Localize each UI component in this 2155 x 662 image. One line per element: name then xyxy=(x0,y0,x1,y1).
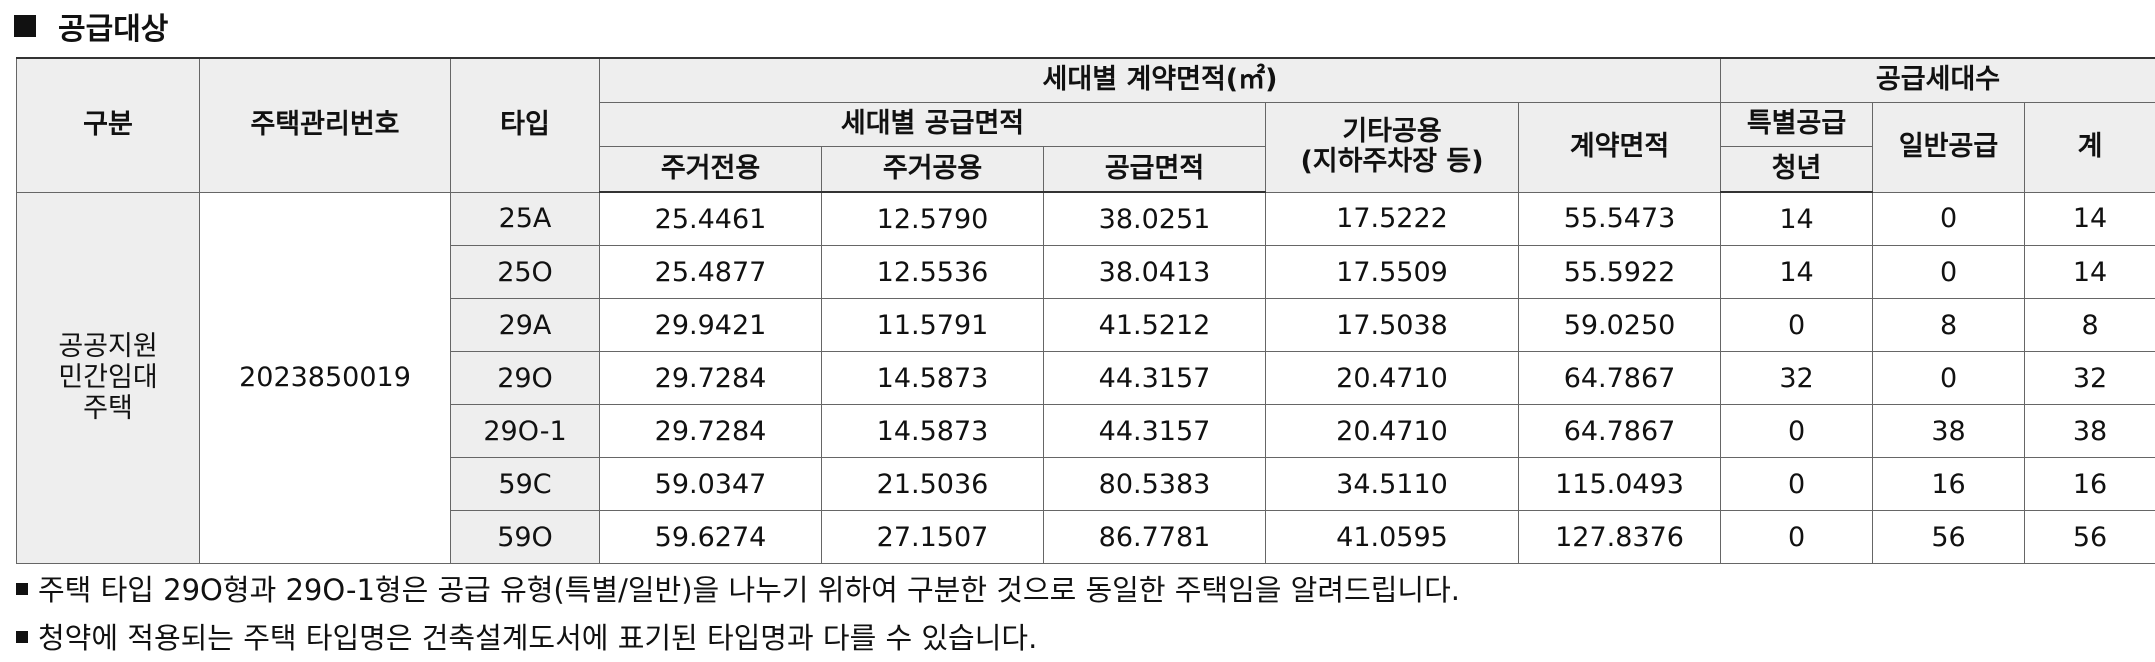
supply-cell: 41.5212 xyxy=(1044,299,1266,352)
header-total: 계 xyxy=(2025,102,2155,192)
note-text: 주택 타입 29O형과 29O-1형은 공급 유형(특별/일반)을 나누기 위하… xyxy=(38,573,1460,607)
general-cell: 16 xyxy=(1873,458,2025,511)
exclusive-cell: 29.7284 xyxy=(600,405,822,458)
type-cell: 59C xyxy=(451,458,600,511)
contract-cell: 55.5473 xyxy=(1519,192,1721,246)
type-cell: 29O-1 xyxy=(451,405,600,458)
total-cell: 14 xyxy=(2025,246,2155,299)
category-line3: 주택 xyxy=(17,393,199,424)
contract-cell: 59.0250 xyxy=(1519,299,1721,352)
section-title: 공급대상 xyxy=(14,4,168,48)
total-cell: 14 xyxy=(2025,192,2155,246)
other-common-cell: 34.5110 xyxy=(1266,458,1519,511)
note-item: 주택 타입 29O형과 29O-1형은 공급 유형(특별/일반)을 나누기 위하… xyxy=(16,566,1460,614)
exclusive-cell: 29.7284 xyxy=(600,352,822,405)
table-body: 공공지원 민간임대 주택 2023850019 25A 25.4461 12.5… xyxy=(17,192,2155,564)
common-cell: 11.5791 xyxy=(822,299,1044,352)
header-common-residential: 주거공용 xyxy=(822,146,1044,192)
square-bullet-icon xyxy=(14,15,36,37)
header-households-group: 공급세대수 xyxy=(1721,58,2155,102)
youth-cell: 32 xyxy=(1721,352,1873,405)
supply-cell: 44.3157 xyxy=(1044,352,1266,405)
general-cell: 0 xyxy=(1873,192,2025,246)
total-cell: 8 xyxy=(2025,299,2155,352)
youth-cell: 14 xyxy=(1721,246,1873,299)
header-supply-area: 공급면적 xyxy=(1044,146,1266,192)
note-text: 청약에 적용되는 주택 타입명은 건축설계도서에 표기된 타입명과 다를 수 있… xyxy=(38,621,1037,655)
exclusive-cell: 25.4877 xyxy=(600,246,822,299)
supply-cell: 44.3157 xyxy=(1044,405,1266,458)
exclusive-cell: 29.9421 xyxy=(600,299,822,352)
youth-cell: 14 xyxy=(1721,192,1873,246)
header-other-common-line1: 기타공용 xyxy=(1266,117,1518,147)
common-cell: 14.5873 xyxy=(822,405,1044,458)
notes: 주택 타입 29O형과 29O-1형은 공급 유형(특별/일반)을 나누기 위하… xyxy=(16,566,1460,662)
other-common-cell: 20.4710 xyxy=(1266,352,1519,405)
common-cell: 27.1507 xyxy=(822,511,1044,564)
contract-cell: 115.0493 xyxy=(1519,458,1721,511)
header-other-common-line2: (지하주차장 등) xyxy=(1266,147,1518,177)
other-common-cell: 17.5222 xyxy=(1266,192,1519,246)
contract-cell: 55.5922 xyxy=(1519,246,1721,299)
header-housing-number: 주택관리번호 xyxy=(200,58,451,192)
section-title-text: 공급대상 xyxy=(58,4,168,48)
youth-cell: 0 xyxy=(1721,511,1873,564)
common-cell: 21.5036 xyxy=(822,458,1044,511)
youth-cell: 0 xyxy=(1721,405,1873,458)
header-general-supply: 일반공급 xyxy=(1873,102,2025,192)
square-bullet-icon xyxy=(16,583,28,595)
table-header: 구분 주택관리번호 타입 세대별 계약면적(㎡) 공급세대수 세대별 공급면적 … xyxy=(17,58,2155,192)
total-cell: 16 xyxy=(2025,458,2155,511)
exclusive-cell: 59.0347 xyxy=(600,458,822,511)
type-cell: 29O xyxy=(451,352,600,405)
header-supply-area-group: 세대별 공급면적 xyxy=(600,102,1266,146)
general-cell: 56 xyxy=(1873,511,2025,564)
other-common-cell: 41.0595 xyxy=(1266,511,1519,564)
category-cell: 공공지원 민간임대 주택 xyxy=(17,192,200,564)
header-special-supply: 특별공급 xyxy=(1721,102,1873,146)
general-cell: 0 xyxy=(1873,246,2025,299)
supply-cell: 38.0251 xyxy=(1044,192,1266,246)
header-division: 구분 xyxy=(17,58,200,192)
other-common-cell: 17.5038 xyxy=(1266,299,1519,352)
total-cell: 32 xyxy=(2025,352,2155,405)
exclusive-cell: 59.6274 xyxy=(600,511,822,564)
category-line1: 공공지원 xyxy=(17,331,199,362)
youth-cell: 0 xyxy=(1721,299,1873,352)
other-common-cell: 20.4710 xyxy=(1266,405,1519,458)
other-common-cell: 17.5509 xyxy=(1266,246,1519,299)
general-cell: 38 xyxy=(1873,405,2025,458)
square-bullet-icon xyxy=(16,631,28,643)
category-line2: 민간임대 xyxy=(17,362,199,393)
supply-cell: 38.0413 xyxy=(1044,246,1266,299)
supply-cell: 80.5383 xyxy=(1044,458,1266,511)
common-cell: 12.5536 xyxy=(822,246,1044,299)
common-cell: 14.5873 xyxy=(822,352,1044,405)
type-cell: 25O xyxy=(451,246,600,299)
header-contract-area-group: 세대별 계약면적(㎡) xyxy=(600,58,1721,102)
general-cell: 8 xyxy=(1873,299,2025,352)
header-other-common: 기타공용 (지하주차장 등) xyxy=(1266,102,1519,192)
header-exclusive-residential: 주거전용 xyxy=(600,146,822,192)
type-cell: 25A xyxy=(451,192,600,246)
header-youth: 청년 xyxy=(1721,146,1873,192)
general-cell: 0 xyxy=(1873,352,2025,405)
contract-cell: 127.8376 xyxy=(1519,511,1721,564)
note-item: 청약에 적용되는 주택 타입명은 건축설계도서에 표기된 타입명과 다를 수 있… xyxy=(16,614,1460,662)
header-type: 타입 xyxy=(451,58,600,192)
header-contract-area: 계약면적 xyxy=(1519,102,1721,192)
common-cell: 12.5790 xyxy=(822,192,1044,246)
youth-cell: 0 xyxy=(1721,458,1873,511)
supply-cell: 86.7781 xyxy=(1044,511,1266,564)
type-cell: 29A xyxy=(451,299,600,352)
type-cell: 59O xyxy=(451,511,600,564)
contract-cell: 64.7867 xyxy=(1519,405,1721,458)
housing-number-cell: 2023850019 xyxy=(200,192,451,564)
table-row: 공공지원 민간임대 주택 2023850019 25A 25.4461 12.5… xyxy=(17,192,2155,246)
supply-table: 구분 주택관리번호 타입 세대별 계약면적(㎡) 공급세대수 세대별 공급면적 … xyxy=(16,57,2155,564)
total-cell: 56 xyxy=(2025,511,2155,564)
exclusive-cell: 25.4461 xyxy=(600,192,822,246)
total-cell: 38 xyxy=(2025,405,2155,458)
contract-cell: 64.7867 xyxy=(1519,352,1721,405)
